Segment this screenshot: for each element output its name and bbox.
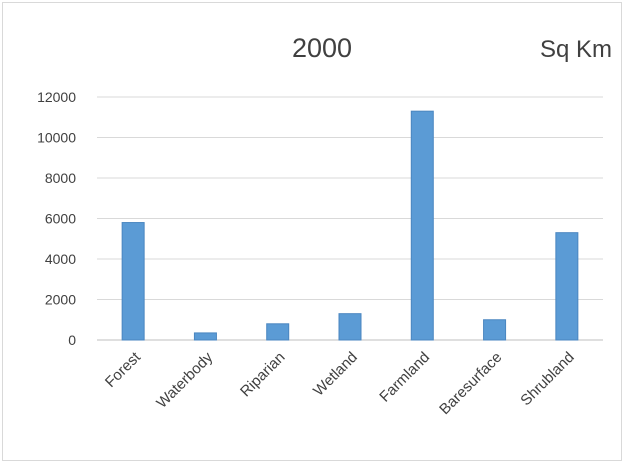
x-tick-label-wetland: Wetland [310,349,361,400]
y-tick-label: 12000 [37,89,76,105]
y-tick-label: 2000 [45,292,76,308]
bar-waterbody [193,332,217,341]
y-tick-label: 10000 [37,130,76,146]
x-tick-label-waterbody: Waterbody [153,348,216,411]
y-tick-label: 6000 [45,211,76,227]
y-tick-label: 4000 [45,251,76,267]
gridlines [97,96,603,341]
bars [121,110,579,341]
y-tick-label: 0 [68,332,76,348]
bar-shrubland [555,232,579,341]
x-axis-labels: Forest Waterbody Riparian Wetland Farmland Ba… [102,348,578,418]
y-axis-ticks: 0 2000 4000 6000 8000 10000 12000 [37,89,76,348]
bar-riparian [266,323,290,341]
x-tick-label-forest: Forest [102,348,145,391]
x-tick-label-riparian: Riparian [237,349,289,401]
bar-farmland [410,110,434,341]
x-tick-label-farmland: Farmland [376,349,433,406]
bar-baresurface [483,319,507,341]
bar-wetland [338,313,362,341]
y-tick-label: 8000 [45,170,76,186]
chart-title: 2000 [292,33,352,63]
x-tick-label-shrubland: Shrubland [517,349,577,409]
chart-frame [2,2,622,461]
unit-label: Sq Km [540,36,612,63]
bar-forest [121,222,145,341]
x-tick-label-baresurface: Baresurface [436,349,505,418]
